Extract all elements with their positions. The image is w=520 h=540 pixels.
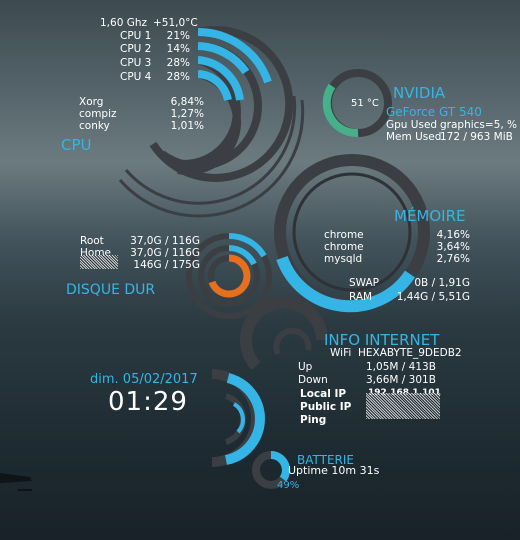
memory-ring xyxy=(274,154,430,313)
nvidia-temp-ring xyxy=(322,83,359,138)
cpu-temperature: +51,0°C xyxy=(153,17,198,29)
cpu-core1-ring xyxy=(197,28,272,84)
swap-value: 0B / 1,91G xyxy=(414,277,470,289)
disk-row-value: 37,0G / 116G xyxy=(130,235,200,247)
cpu-core-label: CPU 2 xyxy=(120,43,152,55)
cpu-core-value: 14% xyxy=(166,43,190,55)
download-label: Down xyxy=(298,374,328,386)
public-ip-label: Public IP xyxy=(300,401,352,413)
memory-title: MÉMOIRE xyxy=(394,207,466,225)
cpu-load-arc xyxy=(118,99,305,218)
nvidia-title: NVIDIA xyxy=(393,84,446,102)
wifi-label: WiFi xyxy=(330,347,352,359)
battery-uptime: Uptime 10m 31s xyxy=(288,464,380,477)
disk-row-name: Root xyxy=(80,235,104,247)
cpu-core4-ring xyxy=(197,70,232,101)
cpu-process-value: 1,27% xyxy=(170,108,204,120)
cpu-core3-ring xyxy=(197,56,244,101)
disk-row-value: 146G / 175G xyxy=(133,259,200,271)
gpu-used-label: Gpu Used xyxy=(386,119,438,131)
cpu-core-value: 28% xyxy=(166,57,190,69)
internet-title: INFO INTERNET xyxy=(324,331,440,349)
cpu-core-label: CPU 1 xyxy=(120,30,152,42)
battery-title: BATTERIE xyxy=(297,453,354,467)
memory-process-value: 4,16% xyxy=(436,229,470,241)
clock-time: 01:29 xyxy=(108,387,188,417)
disk-row-name-obscured xyxy=(80,255,118,269)
clock-ring xyxy=(211,369,265,467)
cpu-core2-ring xyxy=(197,42,250,75)
memory-process-value: 2,76% xyxy=(436,253,470,265)
memory-process-name: chrome xyxy=(324,241,364,253)
ram-value: 1,44G / 5,51G xyxy=(396,291,470,303)
ping-label: Ping xyxy=(300,414,327,426)
ram-label: RAM xyxy=(349,291,373,303)
gpu-mem-value: 172 / 963 MiB xyxy=(440,131,513,143)
cpu-core-label: CPU 3 xyxy=(120,57,152,69)
clock-date: dim. 05/02/2017 xyxy=(90,372,198,387)
clock-minutes-ring xyxy=(232,402,245,434)
disk-root-ring xyxy=(228,232,267,258)
wifi-ssid: HEXABYTE_9DEDB2 xyxy=(358,347,462,359)
cpu-core-value: 28% xyxy=(166,71,190,83)
memory-process-value: 3,64% xyxy=(436,241,470,253)
battery-ring xyxy=(252,451,290,489)
cpu-process-value: 6,84% xyxy=(170,96,204,108)
boat-silhouette xyxy=(0,473,32,491)
battery-level-ring xyxy=(270,451,290,482)
disk-home-ring xyxy=(228,245,257,266)
cpu-frequency: 1,60 Ghz xyxy=(100,17,148,29)
gpu-mem-label: Mem Used xyxy=(386,131,442,143)
ip-obscured xyxy=(366,393,440,419)
download-value: 3,66M / 301B xyxy=(366,374,436,386)
disk-data-ring xyxy=(208,254,251,298)
clock-seconds-ring xyxy=(224,373,265,465)
gpu-used-value: graphics=5, % xyxy=(440,119,518,131)
swap-label: SWAP xyxy=(349,277,379,289)
memory-process-name: chrome xyxy=(324,229,364,241)
cpu-load-arc-2 xyxy=(124,95,297,205)
cpu-core-value: 21% xyxy=(166,30,190,42)
gpu-temperature: 51 °C xyxy=(351,98,379,109)
memory-process-name: mysqld xyxy=(324,253,363,265)
local-ip-label: Local IP xyxy=(300,388,347,400)
nvidia-ring xyxy=(322,69,392,138)
memory-ram-ring xyxy=(276,255,415,313)
gpu-model: GeForce GT 540 xyxy=(386,105,482,119)
disk-row-value: 37,0G / 116G xyxy=(130,247,200,259)
internet-ring xyxy=(240,296,328,371)
cpu-process-value: 1,01% xyxy=(170,120,204,132)
upload-label: Up xyxy=(298,361,313,373)
cpu-title: CPU xyxy=(61,136,92,154)
upload-value: 1,05M / 413B xyxy=(366,361,436,373)
cpu-process-name: compiz xyxy=(79,108,117,120)
battery-percent: 49% xyxy=(277,480,300,491)
disk-rings xyxy=(186,232,272,319)
cpu-process-name: conky xyxy=(79,120,110,132)
cpu-rings xyxy=(118,26,305,218)
disk-title: DISQUE DUR xyxy=(66,282,156,298)
cpu-process-name: Xorg xyxy=(79,96,104,108)
cpu-core-label: CPU 4 xyxy=(120,71,152,83)
